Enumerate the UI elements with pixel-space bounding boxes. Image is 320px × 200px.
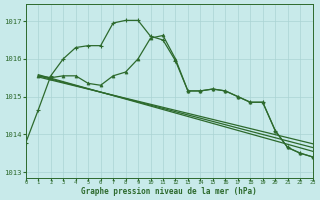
X-axis label: Graphe pression niveau de la mer (hPa): Graphe pression niveau de la mer (hPa) [81, 187, 257, 196]
